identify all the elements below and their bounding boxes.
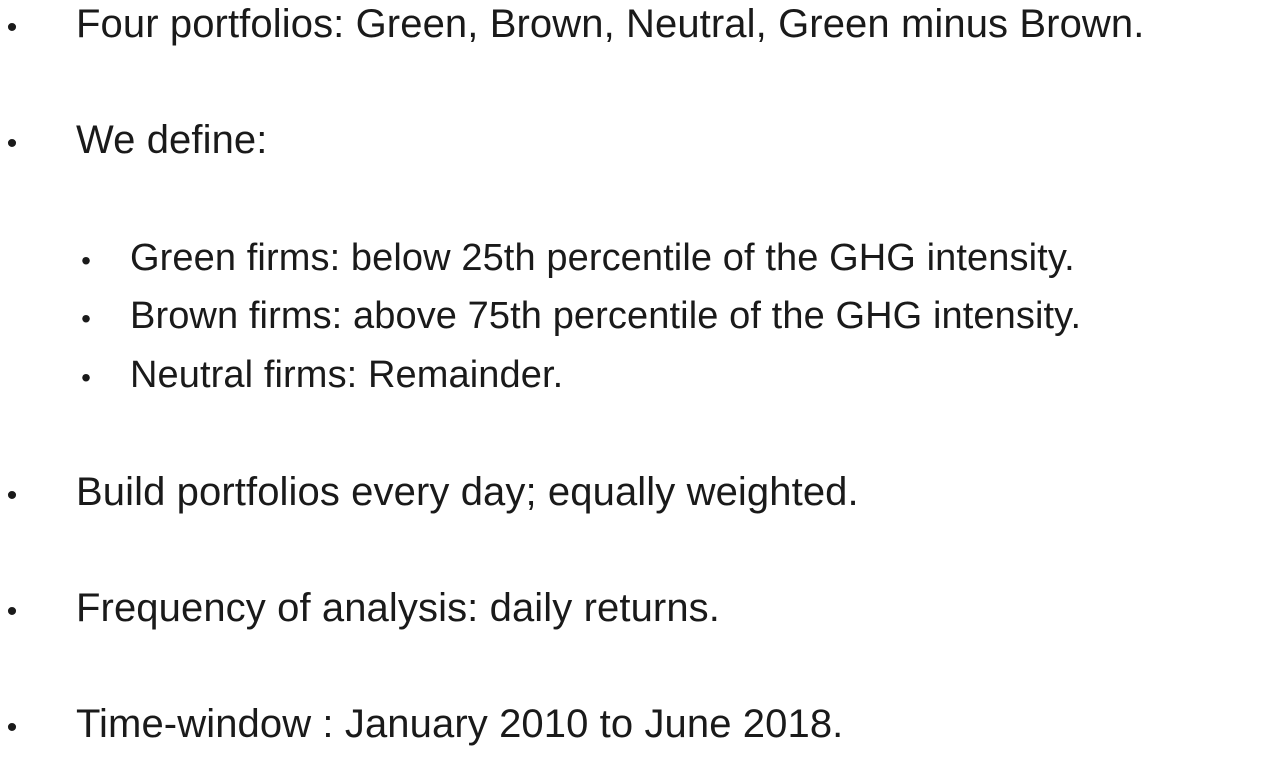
bullet-text: Brown firms: above 75th percentile of th… [130, 295, 1082, 337]
bullet-icon: • [6, 595, 18, 628]
bullet-text: We define: [76, 118, 268, 162]
bullet-icon: • [81, 245, 91, 276]
bullet-text: Time-window : January 2010 to June 2018. [76, 702, 844, 746]
bullet-icon: • [6, 11, 18, 44]
bullet-icon: • [6, 479, 18, 512]
bullet-icon: • [6, 711, 18, 744]
bullet-text: Neutral firms: Remainder. [130, 354, 564, 396]
bullet-text: Green firms: below 25th percentile of th… [130, 237, 1075, 279]
bullet-text: Build portfolios every day; equally weig… [76, 470, 859, 514]
bullet-icon: • [6, 127, 18, 160]
bullet-icon: • [81, 362, 91, 393]
bullet-item-we-define: • We define: [0, 118, 268, 163]
bullet-item-time-window: • Time-window : January 2010 to June 201… [0, 702, 844, 747]
sub-bullet-item-neutral-firms: • Neutral firms: Remainder. [0, 354, 563, 397]
bullet-text: Four portfolios: Green, Brown, Neutral, … [76, 2, 1145, 46]
bullet-text: Frequency of analysis: daily returns. [76, 586, 720, 630]
bullet-item-four-portfolios: • Four portfolios: Green, Brown, Neutral… [0, 2, 1145, 47]
sub-bullet-item-green-firms: • Green firms: below 25th percentile of … [0, 237, 1075, 280]
sub-bullet-item-brown-firms: • Brown firms: above 75th percentile of … [0, 295, 1081, 338]
bullet-icon: • [81, 303, 91, 334]
bullet-item-build-portfolios: • Build portfolios every day; equally we… [0, 470, 859, 515]
bullet-item-frequency: • Frequency of analysis: daily returns. [0, 586, 720, 631]
